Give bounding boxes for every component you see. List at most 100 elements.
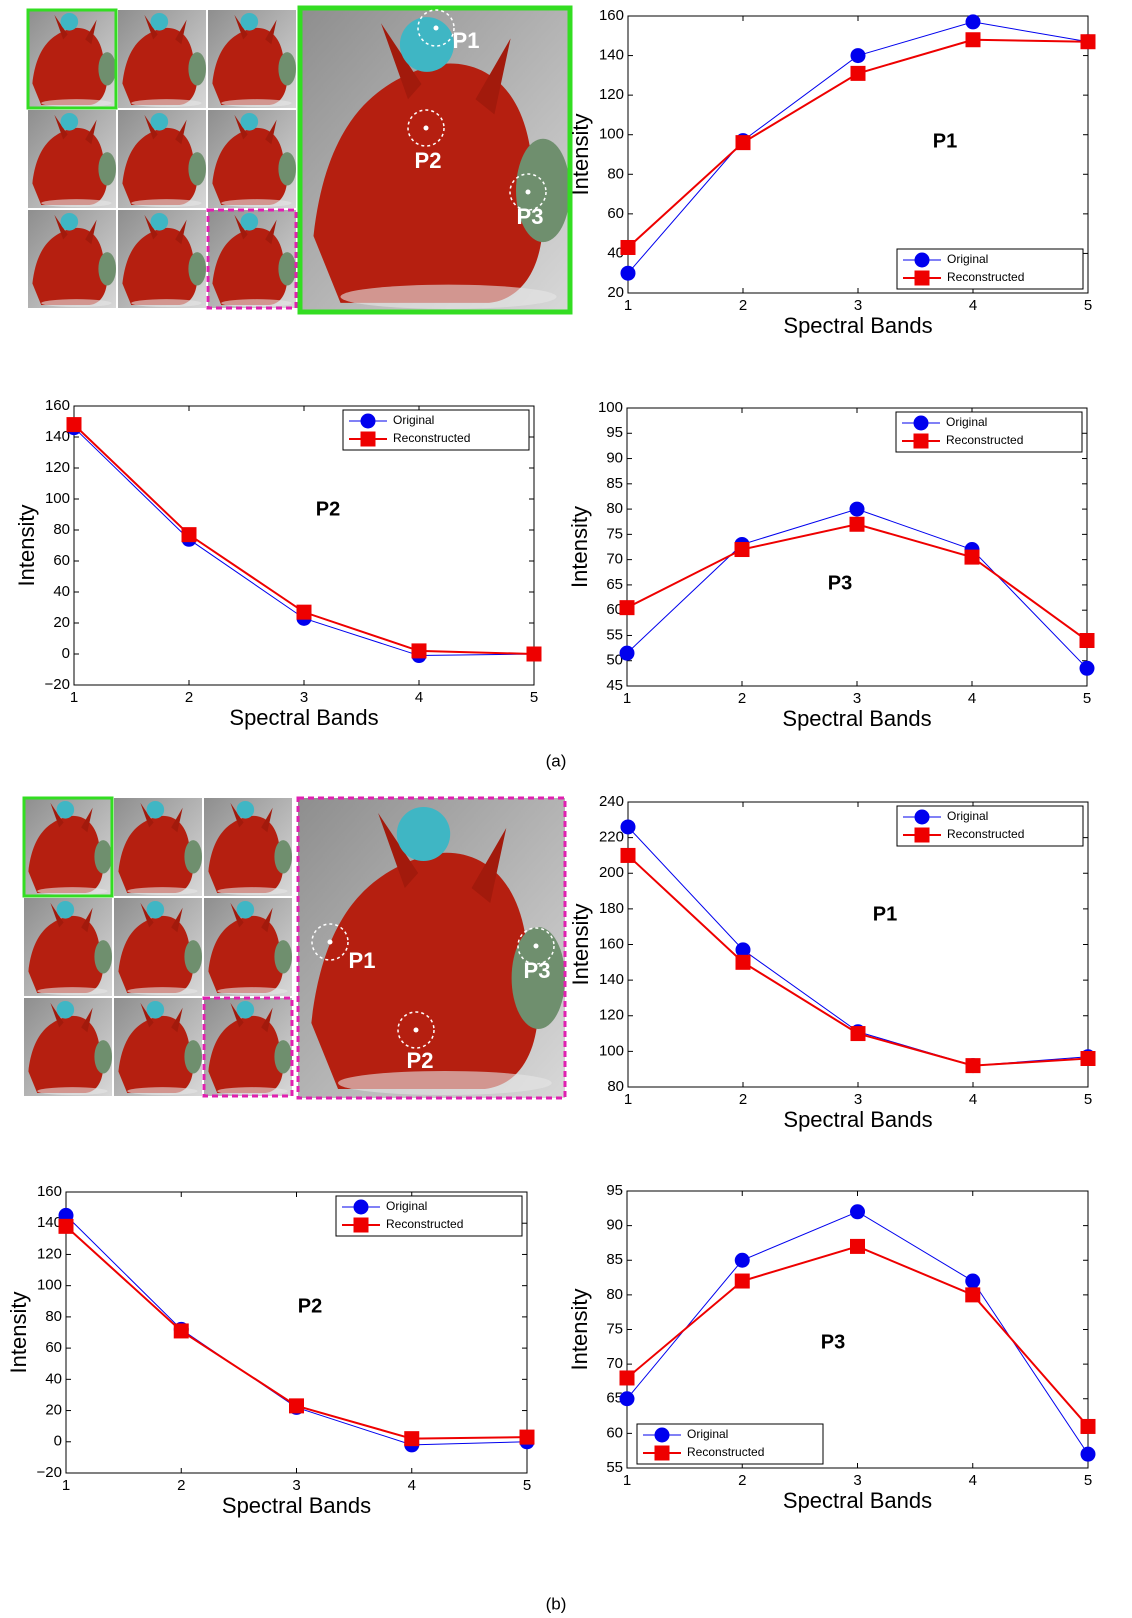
photo-figurine [236,900,255,919]
point-label: P3 [517,204,544,229]
y-tick-label: 45 [606,677,623,694]
photo-horn [50,1002,93,1033]
x-tick-label: 5 [1084,1091,1092,1108]
photo-horn [234,214,277,245]
legend-marker [353,1199,369,1215]
caption: (b) [546,1594,567,1613]
photo [114,998,202,1096]
x-tick-label: 1 [62,1477,70,1494]
marker-square [964,549,980,565]
y-tick-label: 200 [599,864,624,881]
photo-horn [230,802,273,833]
point-dot [533,943,539,949]
photo-body [118,815,194,894]
legend-marker [654,1427,670,1443]
y-tick-label: 40 [607,244,624,261]
point-dot [423,125,429,131]
photo-horn [234,114,277,145]
y-tick-label: 140 [45,428,70,445]
marker-square [735,135,751,151]
photo-border [202,996,294,1098]
photo-horn [54,214,97,245]
photo-shadow [37,1087,108,1096]
annotation: P2 [316,498,340,520]
x-axis-label: Spectral Bands [229,705,378,730]
y-tick-label: 220 [599,829,624,846]
photo-body [32,227,108,306]
x-tick-label: 5 [1084,1472,1092,1489]
y-tick-label: 95 [606,1182,623,1199]
y-tick-label: 80 [607,1078,624,1095]
photo [208,10,297,108]
x-tick-label: 1 [624,297,632,314]
photo [24,898,112,996]
plot-frame [65,1191,528,1474]
marker-circle [734,1252,750,1268]
marker-square [620,847,636,863]
marker-square [1080,1051,1096,1066]
marker-square [526,646,542,662]
x-axis-label: Spectral Bands [783,1107,932,1132]
photo-figurine [60,112,79,131]
photo-shadow [131,199,202,208]
photo-figurine [150,112,169,131]
photo [114,898,202,996]
point-dot [433,25,439,31]
marker-square [620,239,636,255]
photo-horn [54,114,97,145]
photo-horn [54,14,97,45]
y-tick-label: 75 [606,525,623,542]
photo-body [122,27,198,106]
photo-horn [230,1002,273,1033]
legend-label: Reconstructed [946,433,1023,447]
y-axis-label: Intensity [567,506,592,588]
legend-marker [654,1445,670,1461]
legend-marker [914,252,930,268]
photo-shadow [41,199,112,208]
y-tick-label: 180 [599,900,624,917]
photo-horn [144,114,187,145]
photo-plant [98,252,116,286]
photo-shadow [127,987,198,996]
y-tick-label: 160 [45,397,70,414]
photo-body [208,815,284,894]
photo-figurine [146,900,165,919]
y-tick-label: 40 [53,583,70,600]
legend-marker [353,1217,369,1233]
photo [118,210,206,308]
photo-horn [140,1002,183,1033]
marker-square [173,1323,189,1339]
point-label: P1 [349,948,376,973]
marker-square [965,32,981,48]
point-circle [509,173,547,211]
y-tick-label: 90 [606,450,623,467]
photo [202,996,294,1098]
photo [118,10,206,108]
y-tick-label: 75 [606,1320,623,1337]
marker-square [1079,633,1095,649]
x-tick-label: 3 [292,1477,300,1494]
photo-figurine [236,1000,255,1019]
photo-plant [184,840,202,874]
y-axis-label: Intensity [14,505,39,587]
point-circle [397,1011,435,1049]
photo-figurine [240,12,259,31]
photo-body [28,915,104,994]
marker-square [734,1273,750,1289]
marker-circle [965,1273,981,1289]
photo-body [118,915,194,994]
legend-label: Reconstructed [687,1445,764,1459]
y-tick-label: 80 [53,521,70,538]
photo-plant [188,252,206,286]
x-axis-label: Spectral Bands [783,1488,932,1513]
photo-plant [274,940,293,974]
legend-label: Original [386,1199,427,1213]
legend-marker [914,809,930,825]
photo-horn [144,14,187,45]
photo-border [206,208,298,310]
legend-label: Original [947,809,988,823]
photo-plant [98,152,116,186]
y-tick-label: 50 [606,652,623,669]
annotation: P2 [298,1295,322,1317]
annotation: P1 [873,903,897,925]
